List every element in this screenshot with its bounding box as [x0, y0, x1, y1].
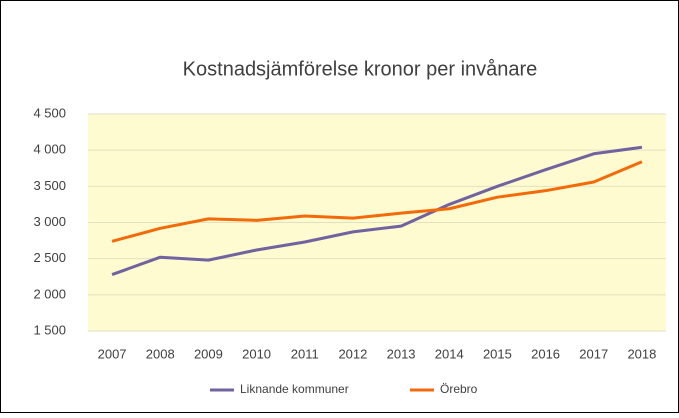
x-tick-label: 2009	[194, 346, 223, 361]
x-tick-label: 2016	[531, 346, 560, 361]
x-tick-label: 2012	[338, 346, 367, 361]
x-tick-label: 2007	[98, 346, 127, 361]
series-line	[111, 160, 643, 243]
x-tick-label: 2017	[579, 346, 608, 361]
y-tick-label: 2 500	[33, 250, 66, 265]
x-tick-label: 2015	[483, 346, 512, 361]
y-tick-label: 3 500	[33, 178, 66, 193]
legend-label: Liknande kommuner	[240, 382, 349, 396]
x-tick-label: 2010	[242, 346, 271, 361]
legend-label: Örebro	[440, 382, 478, 396]
y-tick-label: 4 000	[33, 142, 66, 157]
y-tick-label: 2 000	[33, 286, 66, 301]
chart-title: Kostnadsjämförelse kronor per invånare	[183, 58, 538, 80]
x-tick-label: 2008	[146, 346, 175, 361]
x-tick-label: 2014	[435, 346, 464, 361]
x-tick-label: 2013	[387, 346, 416, 361]
x-tick-label: 2018	[627, 346, 656, 361]
y-tick-label: 4 500	[33, 105, 66, 120]
series-line	[111, 145, 643, 276]
x-tick-label: 2011	[291, 346, 319, 361]
y-tick-label: 3 000	[33, 214, 66, 229]
y-tick-label: 1 500	[33, 322, 66, 337]
